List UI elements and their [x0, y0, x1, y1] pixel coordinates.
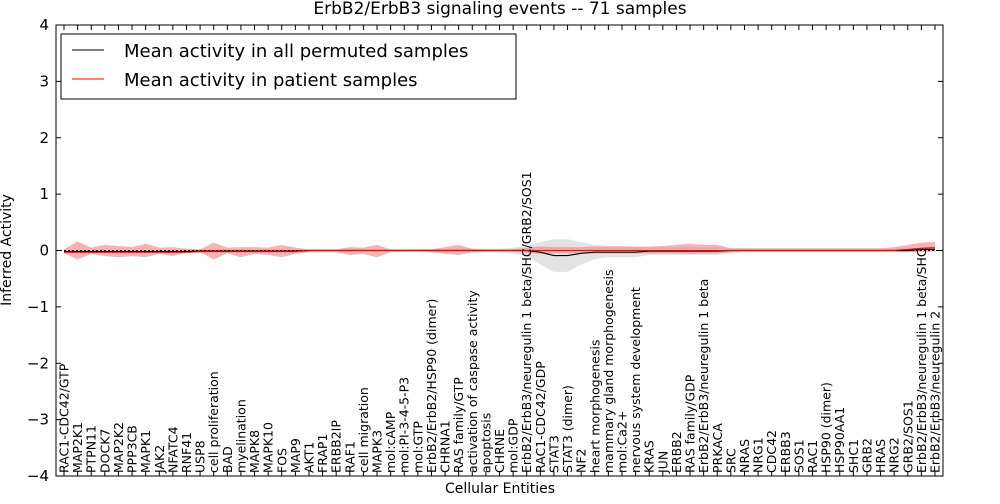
x-tick-label: RNF41 — [179, 432, 194, 473]
x-tick-label: RAC1 — [805, 440, 820, 473]
x-tick-label: STAT3 (dimer) — [560, 385, 575, 473]
x-tick-label: mol:GDP — [506, 418, 521, 473]
x-tick-label: STAT3 — [546, 435, 561, 473]
x-tick-label: mammary gland morphogenesis — [601, 270, 616, 473]
x-tick-label: RAC1-CDC42/GTP — [57, 363, 72, 473]
x-tick-label: ErbB2/ErbB3/neuregulin 1 beta/SHC/GRB2/S… — [519, 171, 534, 473]
x-tick-label: GRB2 — [859, 438, 874, 473]
y-tick-label: 3 — [39, 72, 49, 90]
x-tick-label: NRAS — [737, 439, 752, 473]
y-tick-label: −2 — [27, 354, 49, 372]
x-tick-label: ErbB2/ErbB3/neuregulin 2 — [928, 311, 943, 473]
x-tick-label: CDC42 — [764, 430, 779, 473]
legend-label-permuted: Mean activity in all permuted samples — [124, 41, 468, 62]
x-tick-label: CHRNA1 — [438, 420, 453, 473]
x-tick-label: ERBB2 — [669, 431, 684, 473]
x-tick-label: SHC1 — [846, 439, 861, 473]
x-tick-label: PRKACA — [710, 423, 725, 473]
legend-label-patient: Mean activity in patient samples — [124, 70, 418, 91]
x-tick-label: RAS family/GDP — [683, 374, 698, 473]
x-tick-label: RAC1-CDC42/GDP — [533, 361, 548, 473]
x-tick-label: MAP2K2 — [111, 422, 126, 473]
x-tick-label: RAS family/GTP — [451, 377, 466, 473]
x-tick-label: FRAP1 — [315, 434, 330, 473]
x-tick-label: HSP90 (dimer) — [819, 382, 834, 473]
x-tick-label: FOS — [274, 448, 289, 473]
series-line-patient — [64, 247, 936, 253]
x-tick-label: MAPK1 — [138, 430, 153, 473]
y-tick-label: 4 — [39, 16, 49, 34]
x-tick-label: NRG2 — [887, 437, 902, 473]
y-tick-label: 1 — [39, 185, 49, 203]
x-tick-label: heart morphogenesis — [587, 340, 602, 474]
x-tick-label: MAPK10 — [261, 422, 276, 473]
band-permuted — [64, 239, 935, 272]
legend-box — [60, 33, 517, 100]
x-tick-label: cell proliferation — [206, 371, 221, 473]
x-tick-label: USP8 — [193, 440, 208, 473]
x-tick-label: PPP3CB — [125, 425, 140, 473]
x-tick-label: mol:cAMP — [383, 411, 398, 473]
x-tick-label: NFATC4 — [165, 426, 180, 473]
legend: Mean activity in all permuted samples Me… — [60, 33, 517, 100]
y-tick-label: 2 — [39, 129, 49, 147]
y-tick-label: 0 — [39, 242, 49, 260]
x-tick-label: BAD — [220, 446, 235, 473]
x-tick-label: nervous system development — [628, 287, 643, 473]
x-tick-label: ErbB2/ErbB2/HSP90 (dimer) — [424, 299, 439, 473]
x-tick-label: MAPK3 — [370, 430, 385, 473]
x-tick-label: ERBB3 — [778, 431, 793, 473]
x-tick-label: GRB2/SOS1 — [900, 400, 915, 473]
x-tick-label: KRAS — [642, 440, 657, 473]
x-tick-label: MAP2K1 — [70, 422, 85, 473]
chart-title: ErbB2/ErbB3 signaling events -- 71 sampl… — [313, 0, 686, 19]
x-tick-label: ERBB2IP — [329, 420, 344, 473]
x-tick-label: NRG1 — [751, 437, 766, 473]
y-tick-label: −3 — [27, 411, 49, 429]
x-tick-label: RAF1 — [342, 441, 357, 473]
x-tick-label: ErbB2/ErbB3/neuregulin 1 beta — [696, 279, 711, 473]
x-tick-label: SOS1 — [791, 439, 806, 473]
x-axis-label: Cellular Entities — [445, 481, 555, 497]
x-tick-label: MAPK8 — [247, 430, 262, 473]
x-tick-label: ErbB2/ErbB3/neuregulin 1 beta/SHC — [914, 248, 929, 473]
x-tick-label: SRC — [723, 448, 738, 473]
x-tick-label: MAP9 — [288, 438, 303, 473]
x-tick-label: apoptosis — [478, 413, 493, 473]
x-tick-label: HSP90AA1 — [832, 407, 847, 473]
x-tick-label: CHRNE — [492, 429, 507, 473]
y-axis-label: Inferred Activity — [0, 194, 15, 306]
x-tick-label: mol:Ca2+ — [614, 411, 629, 473]
y-tick-label: −4 — [27, 467, 49, 485]
x-tick-label: HRAS — [873, 439, 888, 473]
x-tick-label: DOCK7 — [97, 429, 112, 473]
x-tick-label: activation of caspase activity — [465, 290, 480, 473]
y-tick-label: −1 — [27, 298, 49, 316]
x-tick-label: myelination — [233, 399, 248, 473]
x-tick-label: JUN — [655, 451, 670, 474]
x-tick-label: AKT1 — [301, 442, 316, 473]
x-tick-label: PTPN11 — [84, 425, 99, 473]
x-tick-label: mol:PI-3-4-5-P3 — [397, 377, 412, 473]
x-tick-label: cell migration — [356, 387, 371, 473]
x-tick-label: mol:GTP — [410, 421, 425, 473]
x-tick-label: NF2 — [574, 449, 589, 474]
x-tick-label: JAK2 — [152, 445, 167, 474]
